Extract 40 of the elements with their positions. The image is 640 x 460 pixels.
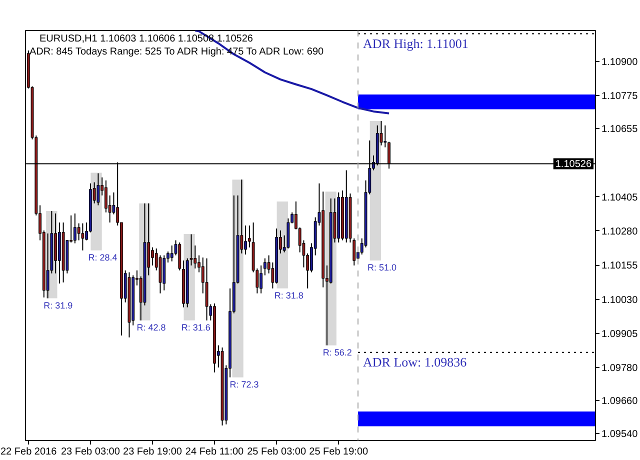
x-tick-label: 23 Feb 19:00 — [123, 446, 182, 458]
y-tick-label: 1.10405 — [602, 192, 638, 204]
candlestick — [104, 180, 108, 213]
y-tick-label: 1.09540 — [602, 428, 638, 440]
ref-line-label: ADR Low: 1.09836 — [363, 354, 468, 370]
y-tick-label: 1.10775 — [602, 91, 638, 102]
candlestick — [384, 124, 387, 148]
candlestick — [81, 222, 84, 251]
x-tick-label: 25 Feb 19:00 — [309, 446, 369, 458]
y-tick-label: 1.10030 — [602, 294, 638, 306]
candlestick — [170, 244, 174, 262]
x-tick-label: 25 Feb 03:00 — [247, 446, 306, 458]
candlestick — [244, 225, 248, 256]
candlestick — [352, 238, 356, 266]
y-tick-label: 1.09905 — [602, 329, 638, 340]
candlestick — [190, 234, 193, 266]
candlestick — [248, 225, 251, 248]
annotation: R: 51.0 — [367, 262, 396, 273]
x-tick-label: 23 Feb 03:00 — [60, 446, 120, 458]
y-tick-label: 1.09780 — [602, 363, 638, 374]
x-tick-label: 24 Feb 11:00 — [185, 446, 244, 458]
annotation: R: 28.4 — [88, 252, 118, 262]
candlestick — [73, 212, 76, 244]
ref-line-label: ADR High: 1.11001 — [363, 36, 468, 51]
x-tick-label: 22 Feb 2016 — [0, 446, 58, 458]
annotation: R: 31.9 — [44, 300, 73, 310]
annotation: R: 72.3 — [230, 379, 259, 390]
y-tick-label: 1.10900 — [602, 56, 638, 68]
y-tick-label: 1.10280 — [602, 226, 638, 238]
y-tick-label: 1.10155 — [602, 260, 638, 272]
ref-line-label: 1.10526 — [555, 159, 592, 170]
candlestick — [263, 258, 266, 276]
y-tick-label: 1.09660 — [602, 396, 638, 408]
annotation: R: 56.2 — [322, 347, 352, 358]
annotation: R: 31.6 — [181, 322, 210, 332]
annotation: R: 31.8 — [274, 290, 304, 300]
y-tick-label: 1.10655 — [602, 124, 638, 135]
candlestick — [96, 172, 100, 206]
candlestick — [260, 264, 263, 294]
annotation: R: 42.8 — [136, 322, 166, 332]
